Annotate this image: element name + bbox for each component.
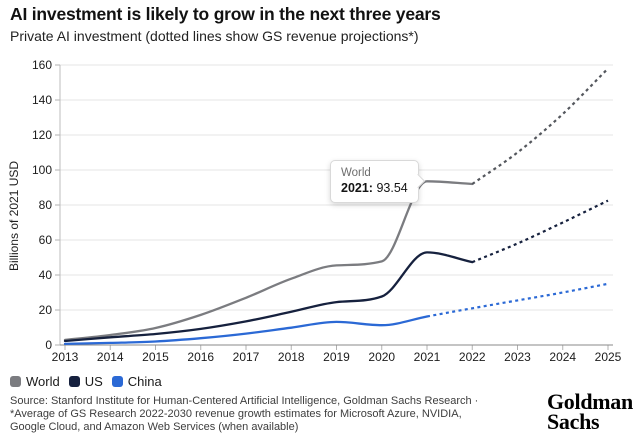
world-line-solid	[63, 180, 474, 342]
x-tick-label: 2022	[458, 350, 486, 364]
y-axis-title: Billions of 2021 USD	[7, 160, 21, 272]
tooltip-value: 93.54	[376, 180, 408, 195]
china-line-solid	[63, 315, 429, 346]
x-tick-label: 2014	[96, 350, 124, 364]
y-tick-label: 0	[45, 338, 52, 352]
legend-label: US	[84, 374, 103, 389]
page-title: AI investment is likely to grow in the n…	[10, 4, 441, 24]
y-tick-label: 60	[38, 233, 52, 247]
legend-label: China	[127, 374, 162, 389]
x-tick-label: 2015	[142, 350, 169, 364]
chart-subtitle: Private AI investment (dotted lines show…	[10, 28, 419, 44]
x-tick-label: 2017	[232, 350, 260, 364]
china-line-projection	[426, 282, 609, 318]
legend-swatch-icon	[10, 376, 21, 387]
us-line-projection	[471, 199, 609, 264]
y-tick-label: 140	[31, 93, 52, 107]
x-tick-label: 2020	[368, 350, 396, 364]
y-tick-label: 40	[38, 268, 52, 282]
y-tick-label: 160	[31, 58, 52, 72]
x-tick-label: 2021	[413, 350, 441, 364]
x-tick-label: 2013	[51, 350, 79, 364]
source-note: Source: Stanford Institute for Human-Cen…	[10, 395, 535, 434]
legend-item-china: China	[111, 374, 162, 389]
y-tick-label: 120	[31, 128, 52, 142]
legend-item-world: World	[10, 374, 60, 389]
tooltip: World 2021: 93.54	[330, 159, 426, 203]
x-tick-label: 2018	[277, 350, 305, 364]
x-tick-label: 2023	[504, 350, 531, 364]
logo-line: Goldman	[547, 389, 633, 414]
legend: World US China	[10, 374, 171, 389]
y-tick-label: 100	[31, 163, 52, 177]
x-tick-label: 2016	[187, 350, 215, 364]
legend-label: World	[26, 374, 60, 389]
world-line-projection	[471, 67, 609, 185]
y-tick-label: 20	[38, 303, 52, 317]
legend-swatch-icon	[111, 376, 123, 387]
source-line: Source: Stanford Institute for Human-Cen…	[10, 395, 479, 407]
us-line-solid	[63, 251, 474, 343]
x-tick-label: 2025	[594, 350, 622, 364]
x-tick-label: 2024	[549, 350, 577, 364]
tooltip-series-label: World	[341, 166, 371, 179]
goldman-sachs-logo: Goldman Sachs	[547, 389, 633, 434]
source-line: *Average of GS Research 2022-2030 revenu…	[10, 408, 462, 420]
tooltip-year-label: 2021:	[341, 180, 373, 195]
logo-line: Sachs	[547, 409, 600, 434]
legend-swatch-icon	[68, 376, 80, 387]
x-tick-label: 2019	[323, 350, 350, 364]
y-tick-label: 80	[38, 198, 52, 212]
legend-item-us: US	[68, 374, 103, 389]
source-line: Google Cloud, and Amazon Web Services (w…	[10, 421, 299, 433]
tooltip-value-line: 2021: 93.54	[341, 180, 408, 196]
